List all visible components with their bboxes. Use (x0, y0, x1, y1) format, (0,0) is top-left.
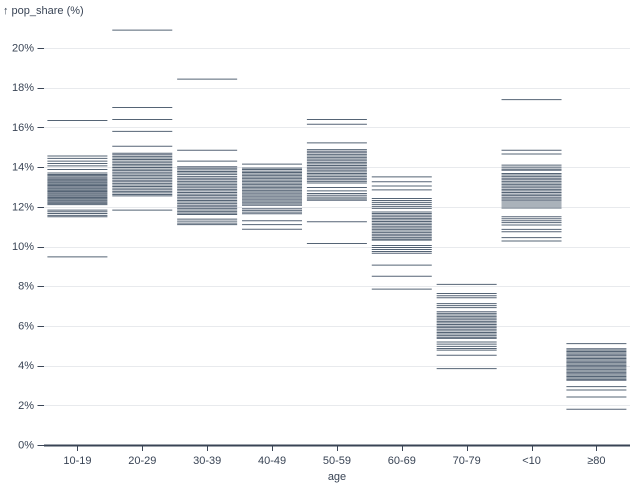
x-axis-title: age (327, 471, 347, 483)
y-tick-label: 6% (18, 320, 34, 332)
y-tick-label: 16% (12, 122, 34, 134)
y-tick-label: 10% (12, 241, 34, 253)
y-tick-label: 2% (18, 400, 34, 412)
x-tick-label: 50-59 (323, 455, 351, 467)
y-tick-label: 20% (12, 43, 34, 55)
x-tick-label: 70-79 (453, 455, 481, 467)
x-tick-label: ≥80 (587, 455, 605, 467)
x-tick-label: 60-69 (388, 455, 416, 467)
y-tick-label: 4% (18, 360, 34, 372)
x-tick-label: 10-19 (63, 455, 91, 467)
y-tick-label: 14% (12, 162, 34, 174)
x-tick-label: <10 (522, 455, 541, 467)
x-tick-label: 40-49 (258, 455, 286, 467)
x-tick-label: 30-39 (193, 455, 221, 467)
y-axis-title: ↑ pop_share (%) (3, 5, 84, 17)
x-tick-label: 20-29 (128, 455, 156, 467)
y-tick-label: 8% (18, 281, 34, 293)
y-tick-label: 0% (18, 440, 34, 452)
y-tick-label: 12% (12, 201, 34, 213)
y-tick-label: 18% (12, 82, 34, 94)
